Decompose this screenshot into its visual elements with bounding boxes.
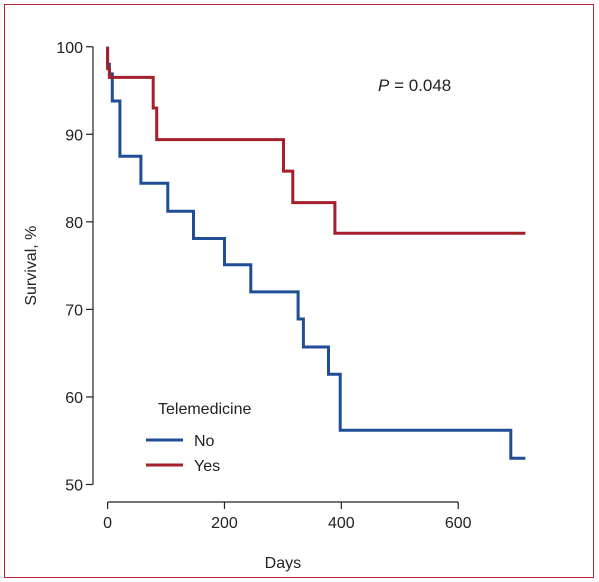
series-line-yes [106, 46, 526, 235]
legend: Telemedicine No Yes [146, 401, 251, 475]
x-tick-label-200: 200 [211, 515, 238, 532]
series-line-no [106, 46, 526, 460]
y-tick-label-80: 80 [65, 215, 83, 232]
series-layer [106, 46, 526, 460]
y-tick-label-60: 60 [65, 390, 83, 407]
p-value-number: = 0.048 [389, 76, 451, 95]
y-ticks: 50 60 70 80 90 100 [56, 40, 93, 494]
legend-label-yes: Yes [194, 458, 220, 475]
legend-title: Telemedicine [158, 401, 251, 418]
y-tick-label-100: 100 [56, 40, 83, 57]
p-value-symbol: P [378, 76, 390, 95]
x-axis-title: Days [265, 555, 301, 572]
axes-layer [92, 46, 459, 503]
y-tick-label-90: 90 [65, 127, 83, 144]
y-tick-label-50: 50 [65, 477, 83, 494]
y-axis-title: Survival, % [23, 226, 40, 306]
x-ticks: 0 200 400 600 [103, 502, 472, 532]
x-tick-label-400: 400 [328, 515, 355, 532]
legend-label-no: No [194, 433, 215, 450]
p-value-annotation: P = 0.048 [378, 76, 451, 95]
x-tick-label-600: 600 [445, 515, 472, 532]
y-tick-label-70: 70 [65, 302, 83, 319]
x-tick-label-0: 0 [103, 515, 112, 532]
legend-items: No Yes [146, 433, 220, 475]
